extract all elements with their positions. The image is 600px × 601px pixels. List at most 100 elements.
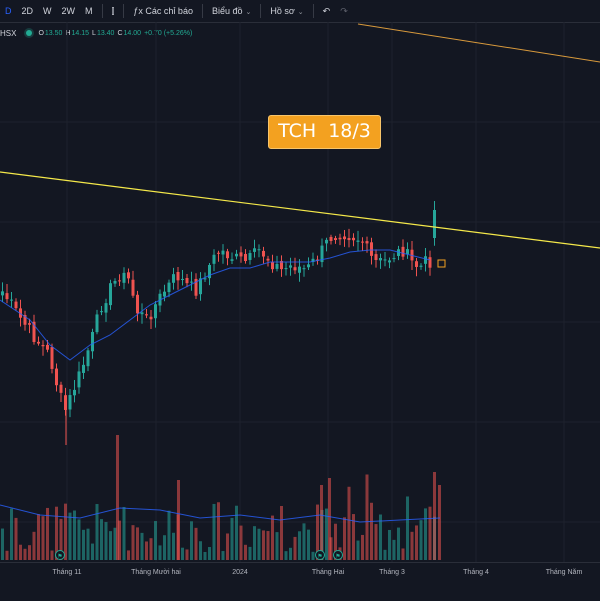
volume-bar — [428, 506, 432, 560]
volume-bar — [95, 504, 99, 560]
interval-2w-button[interactable]: 2W — [57, 0, 81, 22]
volume-bar — [352, 514, 355, 560]
interval-2d-button[interactable]: 2D — [17, 0, 39, 22]
volume-bar — [199, 541, 202, 560]
dividend-flag-icon[interactable] — [333, 550, 343, 560]
candle-body — [59, 384, 63, 393]
volume-bar — [280, 506, 283, 560]
indicators-button[interactable]: ƒx Các chỉ báo — [128, 0, 198, 22]
resistance-trendline — [0, 171, 600, 249]
time-axis-label: Tháng Năm — [545, 569, 583, 576]
candle-body — [217, 252, 220, 254]
volume-bar — [419, 520, 423, 560]
volume-bar — [361, 534, 364, 560]
volume-bar — [163, 535, 166, 560]
indicators-icon: ƒx — [133, 6, 146, 16]
candle-body — [284, 268, 288, 270]
candle-body — [392, 258, 396, 260]
volume-bar — [172, 532, 175, 560]
time-axis-label: Tháng Mười hai — [131, 569, 181, 576]
candle-style-label: ⫿ — [111, 6, 115, 16]
candle-body — [185, 277, 189, 284]
moving-average-line — [0, 249, 431, 361]
price-chart[interactable]: ⚑ ⚑ ⚑ — [0, 22, 600, 562]
candle-body — [28, 323, 31, 325]
selection-marker — [437, 259, 446, 268]
toolbar-separator — [123, 4, 125, 18]
interval-2w-label: 2W — [61, 6, 76, 16]
candle-style-button[interactable]: ⫿ — [107, 0, 120, 22]
volume-bar — [320, 485, 323, 560]
volume-bar — [262, 530, 265, 560]
volume-bar — [5, 550, 9, 560]
candle-body — [401, 246, 405, 257]
candle-body — [149, 316, 153, 320]
upper-trendline — [357, 23, 600, 63]
profile-button[interactable]: Hồ sơ ⌄ — [265, 0, 308, 22]
volume-bar — [392, 539, 396, 560]
candle-body — [10, 299, 13, 301]
candle-body — [424, 256, 427, 264]
dividend-flag-icon[interactable] — [315, 550, 325, 560]
volume-bar — [154, 521, 157, 560]
volume-bar — [104, 522, 108, 560]
volume-bar — [86, 528, 90, 560]
candle-body — [14, 301, 18, 309]
candle-body — [113, 280, 117, 284]
undo-button[interactable]: ↶ — [318, 0, 336, 22]
volume-bar — [113, 527, 117, 560]
interval-w-button[interactable]: W — [38, 0, 57, 22]
candle-body — [235, 253, 238, 257]
candle-body — [361, 241, 364, 243]
interval-m-button[interactable]: M — [80, 0, 98, 22]
candle-body — [167, 282, 171, 293]
volume-bar — [365, 474, 369, 560]
candle-body — [248, 253, 252, 260]
candle-body — [154, 304, 157, 319]
candle-body — [257, 249, 261, 251]
volume-bar — [10, 508, 13, 560]
candle-body — [226, 251, 229, 259]
volume-bar — [388, 529, 391, 560]
volume-bar — [347, 486, 351, 560]
candle-body — [334, 238, 337, 241]
volume-bar — [221, 551, 225, 560]
interval-m-label: M — [85, 6, 93, 16]
volume-bar — [257, 528, 261, 560]
candle-body — [5, 293, 9, 300]
time-axis[interactable]: Tháng 11 Tháng Mười hai 2024 Tháng Hai Tháng… — [0, 562, 600, 601]
open-value: 13.50 — [44, 29, 63, 37]
candle-body — [280, 260, 283, 270]
volume-moving-average-line — [0, 504, 441, 523]
candle-body — [131, 279, 135, 296]
candle-body — [136, 294, 139, 314]
redo-button[interactable]: ↷ — [335, 0, 353, 22]
candle-body — [370, 242, 373, 256]
dividend-flag-icon[interactable] — [55, 550, 65, 560]
volume-bar — [37, 514, 40, 560]
volume-bar — [50, 550, 54, 560]
volume-bar — [1, 528, 4, 560]
volume-bar — [122, 506, 126, 560]
symbol-exchange[interactable]: HSX — [0, 28, 17, 38]
layouts-button[interactable]: Biểu đồ ⌄ — [207, 0, 256, 22]
volume-bar — [226, 533, 229, 560]
time-axis-label: Tháng 3 — [379, 569, 405, 576]
candle-body — [194, 278, 198, 296]
volume-bar — [244, 544, 247, 560]
volume-bar — [307, 529, 310, 560]
volume-bar — [293, 536, 297, 560]
volume-bar — [325, 508, 328, 560]
interval-d-button[interactable]: D — [0, 0, 17, 22]
candle-body — [347, 237, 351, 241]
time-axis-label: Tháng 11 — [52, 569, 82, 576]
candle-body — [23, 315, 27, 325]
volume-bar — [177, 480, 180, 560]
volume-bar — [185, 549, 189, 560]
candle-body — [406, 249, 409, 255]
annotation-label[interactable]: TCH 18/3 — [268, 115, 381, 149]
time-axis-label: 2024 — [232, 569, 248, 576]
dividend-flag-glyph: ⚑ — [317, 553, 322, 560]
candle-body — [32, 321, 36, 342]
candle-body — [199, 278, 202, 295]
